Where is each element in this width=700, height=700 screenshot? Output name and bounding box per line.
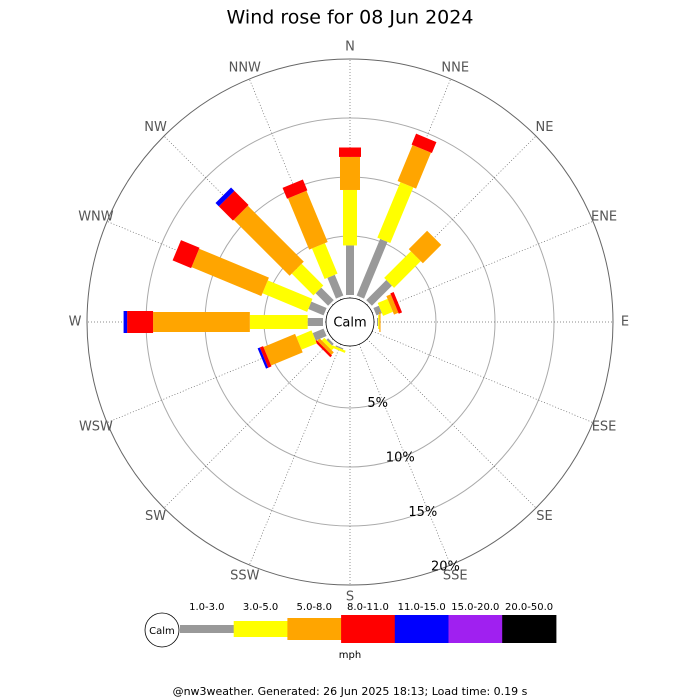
calm-label: Calm [333, 316, 366, 331]
bar-segment [191, 248, 269, 297]
direction-label: SSW [230, 569, 260, 584]
bar-segment [366, 280, 392, 306]
legend-label: 8.0-11.0 [347, 602, 389, 613]
legend-swatch [502, 615, 557, 643]
bar-segment [343, 189, 357, 246]
bar-segment [390, 292, 403, 314]
legend-swatch [287, 618, 342, 640]
bar-segment [311, 243, 338, 280]
bar-segment [331, 345, 346, 353]
bar-segment [215, 187, 235, 207]
bar-segment [379, 312, 381, 332]
direction-label: N [345, 40, 355, 55]
legend-swatch [341, 615, 396, 643]
bar-segment [315, 287, 334, 306]
spoke [163, 338, 334, 509]
unit-label: mph [339, 650, 361, 661]
bar-segment [378, 315, 380, 329]
ring-label: 10% [386, 450, 415, 465]
legend-label: 11.0-15.0 [398, 602, 446, 613]
bar-segment [123, 311, 128, 333]
bar-segment [397, 144, 431, 189]
spoke [249, 344, 342, 566]
bar-segment [321, 337, 335, 351]
bar-segment [296, 330, 317, 350]
bar-segment [291, 263, 324, 296]
bar-segment [308, 301, 327, 316]
direction-label: W [69, 315, 82, 330]
direction-label: S [346, 590, 354, 605]
bar-segment [233, 205, 304, 276]
chart-title: Wind rose for 08 Jun 2024 [227, 7, 474, 29]
bar-segment [282, 179, 308, 199]
bar-segment [346, 245, 354, 295]
bar-segment [339, 147, 361, 157]
direction-label: SW [145, 509, 166, 524]
bar-segment [377, 298, 393, 316]
bar-segment [307, 318, 324, 326]
bar-segment [262, 280, 313, 312]
bar-segment [127, 311, 154, 333]
bar-segment [386, 294, 399, 315]
bar-segment [411, 133, 437, 154]
legend-label: 1.0-3.0 [189, 602, 224, 613]
direction-label: NE [535, 120, 553, 135]
direction-label: WSW [79, 420, 113, 435]
bar-segment [172, 240, 200, 269]
direction-label: ENE [591, 209, 617, 224]
legend-swatch [180, 625, 235, 633]
spoke [366, 338, 537, 509]
calm-circle [325, 297, 375, 347]
bar-segment [153, 312, 250, 332]
direction-label: E [621, 315, 629, 330]
grid-ring [86, 58, 614, 586]
bar-segment [287, 190, 328, 250]
spoke [372, 330, 594, 423]
bar-segment [340, 156, 360, 190]
bar-segment [218, 190, 249, 221]
direction-label: SE [536, 509, 552, 524]
bar-segment [314, 339, 333, 358]
legend-label: 5.0-8.0 [297, 602, 332, 613]
bar-segment [263, 333, 303, 366]
bar-segment [249, 315, 308, 329]
legend-label: 20.0-50.0 [505, 602, 553, 613]
bar-segment [312, 328, 327, 341]
legend-swatch [233, 621, 288, 637]
bar-segment [259, 346, 272, 368]
legend-calm-label: Calm [149, 626, 175, 637]
spoke [372, 221, 594, 314]
spoke [358, 344, 451, 566]
ring-label: 15% [408, 505, 437, 520]
legend-swatch [448, 615, 503, 643]
legend-swatch [394, 615, 449, 643]
bar-segment [326, 338, 334, 346]
bar-segment [408, 230, 442, 264]
direction-label: WNW [78, 209, 114, 224]
bar-segment [317, 338, 334, 355]
bar-segment [384, 251, 421, 288]
direction-label: NNW [229, 60, 261, 75]
bar-segment [376, 318, 379, 326]
bar-segment [356, 238, 388, 299]
direction-label: NW [144, 120, 167, 135]
legend-label: 3.0-5.0 [243, 602, 278, 613]
bar-segment [257, 347, 269, 369]
direction-label: SSE [443, 569, 468, 584]
ring-label: 5% [367, 396, 388, 411]
direction-label: ESE [592, 420, 617, 435]
legend-label: 15.0-20.0 [451, 602, 499, 613]
bar-segment [377, 182, 414, 244]
direction-label: NNE [441, 60, 469, 75]
legend-calm [144, 612, 180, 648]
footer: @nw3weather. Generated: 26 Jun 2025 18:1… [173, 685, 528, 698]
bar-segment [327, 274, 344, 299]
bar-segment [335, 345, 344, 350]
ring-label: 20% [431, 559, 460, 574]
